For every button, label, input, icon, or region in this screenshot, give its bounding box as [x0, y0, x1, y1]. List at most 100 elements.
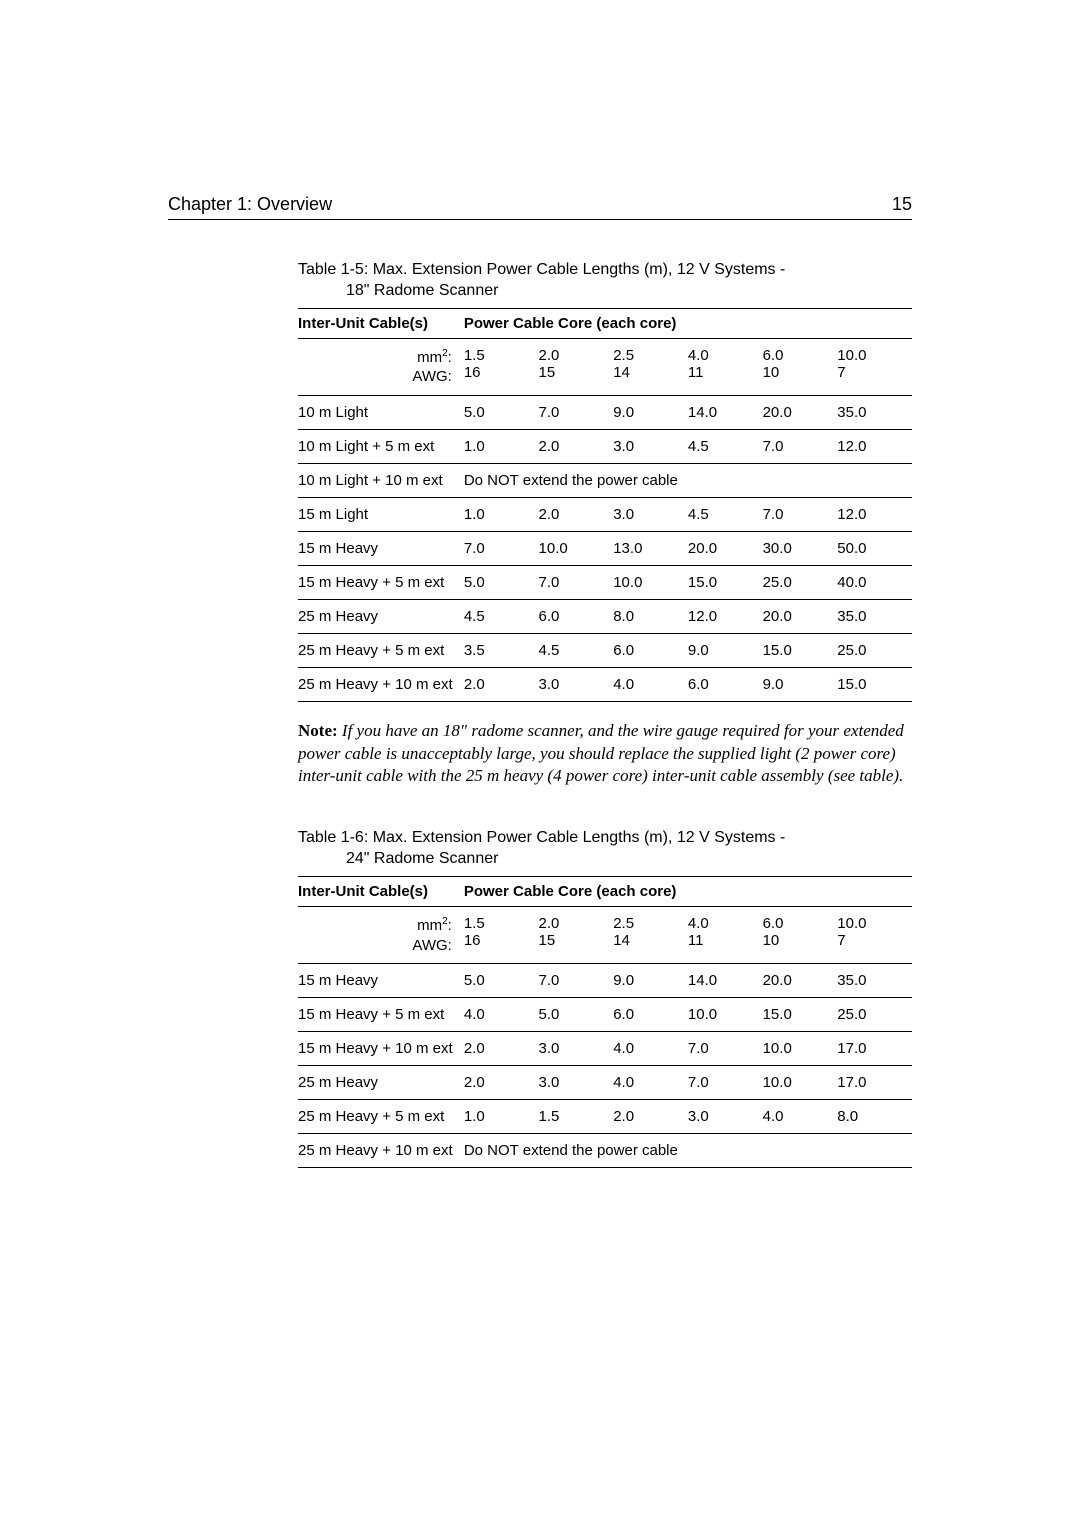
table-row: 25 m Heavy2.03.04.07.010.017.0 [298, 1066, 912, 1100]
cell-value: 15.0 [763, 998, 838, 1032]
cell-value: 1.5 [539, 1100, 614, 1134]
cell-value: 5.0 [464, 395, 539, 429]
caption-text: Table 1-5: Max. Extension Power Cable Le… [298, 261, 785, 278]
note-label: Note: [298, 721, 342, 740]
cell-value: 30.0 [763, 531, 838, 565]
cell-value: 2.0 [464, 1066, 539, 1100]
row-label: 15 m Heavy + 5 m ext [298, 565, 464, 599]
table-row: 10 m Light5.07.09.014.020.035.0 [298, 395, 912, 429]
cell-value: 10.0 [688, 998, 763, 1032]
cell-value: 15.0 [837, 667, 912, 701]
table-1-6: Inter-Unit Cable(s) Power Cable Core (ea… [298, 876, 912, 1168]
cell-value: 3.0 [613, 429, 688, 463]
table-row: 25 m Heavy + 5 m ext1.01.52.03.04.08.0 [298, 1100, 912, 1134]
row-label: 10 m Light [298, 395, 464, 429]
cell-value: 5.0 [464, 964, 539, 998]
cell-value: 7.0 [763, 497, 838, 531]
cell-value: 3.0 [688, 1100, 763, 1134]
cell-value: 1.0 [464, 497, 539, 531]
table-row: 25 m Heavy4.56.08.012.020.035.0 [298, 599, 912, 633]
cell-value: 20.0 [688, 531, 763, 565]
unit-labels: mm2: AWG: [298, 338, 464, 395]
row-label: 25 m Heavy + 10 m ext [298, 1134, 464, 1168]
page-number: 15 [892, 194, 912, 215]
row-label: 15 m Heavy + 10 m ext [298, 1032, 464, 1066]
table-row: 25 m Heavy + 5 m ext3.54.56.09.015.025.0 [298, 633, 912, 667]
cell-value: 4.5 [539, 633, 614, 667]
col-spec: 2.514 [613, 338, 688, 395]
row-label: 25 m Heavy + 10 m ext [298, 667, 464, 701]
cell-value: 4.0 [464, 998, 539, 1032]
cell-value: 40.0 [837, 565, 912, 599]
running-header: Chapter 1: Overview 15 [168, 194, 912, 220]
caption-line2: 18" Radome Scanner [298, 281, 912, 302]
cell-value: 2.0 [464, 667, 539, 701]
cell-value: 14.0 [688, 964, 763, 998]
cell-value: 35.0 [837, 395, 912, 429]
cell-value: 1.0 [464, 429, 539, 463]
note-paragraph: Note: If you have an 18" radome scanner,… [298, 720, 912, 789]
cell-value: 7.0 [688, 1066, 763, 1100]
cell-value: 1.0 [464, 1100, 539, 1134]
unit-labels: mm2: AWG: [298, 907, 464, 964]
cell-value: 6.0 [539, 599, 614, 633]
cell-value: 25.0 [837, 633, 912, 667]
col-spec: 2.015 [539, 907, 614, 964]
cell-value: 25.0 [763, 565, 838, 599]
table-row: 10 m Light + 10 m extDo NOT extend the p… [298, 463, 912, 497]
cell-value: 9.0 [613, 395, 688, 429]
row-label: 10 m Light + 10 m ext [298, 463, 464, 497]
cell-value: 8.0 [837, 1100, 912, 1134]
cell-value: 2.0 [539, 429, 614, 463]
cell-value: 2.0 [539, 497, 614, 531]
cell-value: 6.0 [613, 998, 688, 1032]
cell-value: 35.0 [837, 964, 912, 998]
cell-value: 7.0 [539, 565, 614, 599]
row-span-message: Do NOT extend the power cable [464, 463, 912, 497]
row-span-message: Do NOT extend the power cable [464, 1134, 912, 1168]
col-spec: 6.010 [763, 907, 838, 964]
cell-value: 4.0 [763, 1100, 838, 1134]
cell-value: 3.0 [539, 1066, 614, 1100]
cell-value: 2.0 [613, 1100, 688, 1134]
cell-value: 3.0 [539, 1032, 614, 1066]
cell-value: 50.0 [837, 531, 912, 565]
table-row: 15 m Heavy + 5 m ext4.05.06.010.015.025.… [298, 998, 912, 1032]
cell-value: 7.0 [539, 964, 614, 998]
col-spec: 2.015 [539, 338, 614, 395]
cell-value: 20.0 [763, 599, 838, 633]
cell-value: 9.0 [613, 964, 688, 998]
row-label: 25 m Heavy [298, 599, 464, 633]
cell-value: 2.0 [464, 1032, 539, 1066]
row-label: 15 m Heavy + 5 m ext [298, 998, 464, 1032]
chapter-title: Chapter 1: Overview [168, 194, 332, 215]
cell-value: 7.0 [539, 395, 614, 429]
col-header-left: Inter-Unit Cable(s) [298, 877, 464, 907]
table-row: 15 m Heavy + 5 m ext5.07.010.015.025.040… [298, 565, 912, 599]
table-row: 15 m Heavy7.010.013.020.030.050.0 [298, 531, 912, 565]
cell-value: 17.0 [837, 1066, 912, 1100]
col-spec: 2.514 [613, 907, 688, 964]
cell-value: 17.0 [837, 1032, 912, 1066]
table-row: 10 m Light + 5 m ext1.02.03.04.57.012.0 [298, 429, 912, 463]
col-spec: 4.011 [688, 907, 763, 964]
cell-value: 9.0 [763, 667, 838, 701]
cell-value: 10.0 [539, 531, 614, 565]
cell-value: 3.0 [539, 667, 614, 701]
cell-value: 10.0 [613, 565, 688, 599]
col-spec: 10.07 [837, 907, 912, 964]
cell-value: 3.0 [613, 497, 688, 531]
table-1-5: Inter-Unit Cable(s) Power Cable Core (ea… [298, 308, 912, 702]
cell-value: 20.0 [763, 395, 838, 429]
cell-value: 6.0 [613, 633, 688, 667]
col-header-left: Inter-Unit Cable(s) [298, 308, 464, 338]
col-spec: 1.516 [464, 338, 539, 395]
table-row: 15 m Heavy + 10 m ext2.03.04.07.010.017.… [298, 1032, 912, 1066]
table-row: 25 m Heavy + 10 m extDo NOT extend the p… [298, 1134, 912, 1168]
cell-value: 9.0 [688, 633, 763, 667]
cell-value: 4.5 [688, 497, 763, 531]
table-row: 25 m Heavy + 10 m ext2.03.04.06.09.015.0 [298, 667, 912, 701]
cell-value: 10.0 [763, 1066, 838, 1100]
cell-value: 6.0 [688, 667, 763, 701]
cell-value: 35.0 [837, 599, 912, 633]
